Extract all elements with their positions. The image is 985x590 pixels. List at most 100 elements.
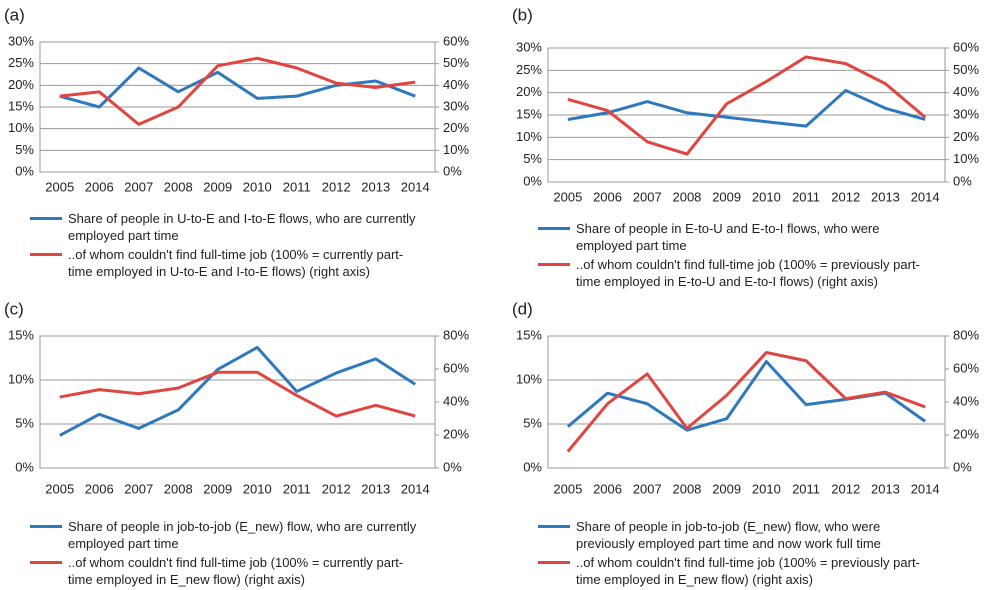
x-tick-label: 2005 — [553, 481, 582, 496]
y-tick-label: 10% — [516, 129, 542, 144]
legend-label: Share of people in U-to-E and I-to-E flo… — [68, 211, 416, 243]
series-line — [59, 370, 416, 418]
panel-label: (b) — [512, 5, 533, 24]
y2-tick-label: 20% — [443, 120, 469, 135]
x-tick-label: 2014 — [401, 179, 430, 194]
x-tick-label: 2006 — [85, 481, 114, 496]
legend-entry: Share of people in job-to-job (E_new) fl… — [30, 518, 425, 552]
legend-label: ..of whom couldn't find full-time job (1… — [576, 555, 920, 587]
legend-swatch — [30, 217, 62, 220]
y-tick-label: 15% — [8, 327, 34, 342]
y-tick-label: 25% — [8, 55, 34, 70]
legend-swatch — [30, 561, 62, 564]
x-tick-label: 2011 — [792, 481, 820, 496]
y-tick-label: 30% — [8, 33, 34, 48]
y-tick-label: 15% — [516, 327, 542, 342]
y-tick-label: 10% — [8, 120, 34, 135]
legend-entry: ..of whom couldn't find full-time job (1… — [538, 256, 935, 290]
y-tick-label: 15% — [516, 106, 542, 121]
legend-label: Share of people in job-to-job (E_new) fl… — [68, 519, 417, 551]
legend-label: Share of people in E-to-U and E-to-I flo… — [576, 221, 880, 253]
y2-tick-label: 10% — [443, 142, 469, 157]
series-line — [567, 55, 927, 156]
x-tick-label: 2012 — [831, 189, 860, 204]
y-tick-label: 10% — [516, 371, 542, 386]
legend-entry: ..of whom couldn't find full-time job (1… — [538, 554, 935, 588]
x-tick-label: 2013 — [871, 189, 900, 204]
y-tick-label: 0% — [523, 459, 542, 474]
x-tick-label: 2007 — [124, 179, 153, 194]
plot-frame — [39, 335, 436, 469]
y2-tick-label: 40% — [953, 84, 979, 99]
x-tick-label: 2012 — [831, 481, 860, 496]
x-tick-label: 2013 — [871, 481, 900, 496]
legend-swatch — [538, 263, 570, 266]
panel-label: (c) — [4, 299, 24, 318]
x-tick-label: 2013 — [361, 481, 390, 496]
y2-tick-label: 60% — [953, 39, 979, 54]
x-tick-label: 2014 — [401, 481, 430, 496]
x-tick-label: 2014 — [911, 481, 940, 496]
x-tick-label: 2008 — [672, 481, 701, 496]
legend-entry: Share of people in job-to-job (E_new) fl… — [538, 518, 935, 552]
y2-tick-label: 50% — [953, 62, 979, 77]
x-tick-label: 2009 — [712, 481, 741, 496]
plot-frame — [39, 41, 436, 173]
legend-entry: Share of people in E-to-U and E-to-I flo… — [538, 220, 935, 254]
x-tick-label: 2005 — [553, 189, 582, 204]
x-tick-label: 2009 — [203, 481, 232, 496]
x-tick-label: 2005 — [45, 179, 74, 194]
x-tick-label: 2014 — [911, 189, 940, 204]
y2-tick-label: 60% — [443, 33, 469, 48]
legend-label: ..of whom couldn't find full-time job (1… — [68, 247, 404, 279]
legend-swatch — [30, 253, 62, 256]
x-tick-label: 2012 — [322, 179, 351, 194]
legend-swatch — [538, 227, 570, 230]
x-tick-label: 2010 — [752, 481, 781, 496]
y2-tick-label: 20% — [953, 129, 979, 144]
y2-tick-label: 80% — [443, 327, 469, 342]
legend-label: Share of people in job-to-job (E_new) fl… — [576, 519, 881, 551]
y2-tick-label: 10% — [953, 151, 979, 166]
y2-tick-label: 0% — [953, 173, 972, 188]
x-tick-label: 2006 — [85, 179, 114, 194]
panel-label: (a) — [4, 5, 25, 24]
series-line — [566, 351, 926, 453]
y2-tick-label: 40% — [443, 393, 469, 408]
y-tick-label: 15% — [8, 98, 34, 113]
y2-tick-label: 60% — [953, 360, 979, 375]
series-line — [59, 56, 416, 126]
y2-tick-label: 50% — [443, 55, 469, 70]
legend-swatch — [538, 561, 570, 564]
y-tick-label: 5% — [15, 415, 34, 430]
x-tick-label: 2009 — [712, 189, 741, 204]
legend-swatch — [538, 525, 570, 528]
y2-tick-label: 40% — [443, 77, 469, 92]
y-tick-label: 5% — [15, 142, 34, 157]
x-tick-label: 2011 — [283, 481, 311, 496]
x-tick-label: 2011 — [283, 179, 311, 194]
x-tick-label: 2010 — [243, 179, 272, 194]
y2-tick-label: 20% — [953, 426, 979, 441]
plot-frame — [547, 335, 946, 469]
y-tick-label: 25% — [516, 62, 542, 77]
legend-entry: Share of people in U-to-E and I-to-E flo… — [30, 210, 425, 244]
y-tick-label: 20% — [8, 77, 34, 92]
series-line — [59, 66, 416, 109]
x-tick-label: 2007 — [124, 481, 153, 496]
plot-frame — [547, 47, 946, 183]
x-tick-label: 2008 — [164, 481, 193, 496]
y-tick-label: 30% — [516, 39, 542, 54]
y2-tick-label: 0% — [443, 459, 462, 474]
x-tick-label: 2007 — [633, 189, 662, 204]
x-tick-label: 2008 — [672, 189, 701, 204]
x-tick-label: 2009 — [203, 179, 232, 194]
x-tick-label: 2006 — [593, 189, 622, 204]
series-line — [567, 88, 926, 128]
x-tick-label: 2010 — [752, 189, 781, 204]
y-tick-label: 0% — [15, 163, 34, 178]
legend-swatch — [30, 525, 62, 528]
y-tick-label: 0% — [15, 459, 34, 474]
